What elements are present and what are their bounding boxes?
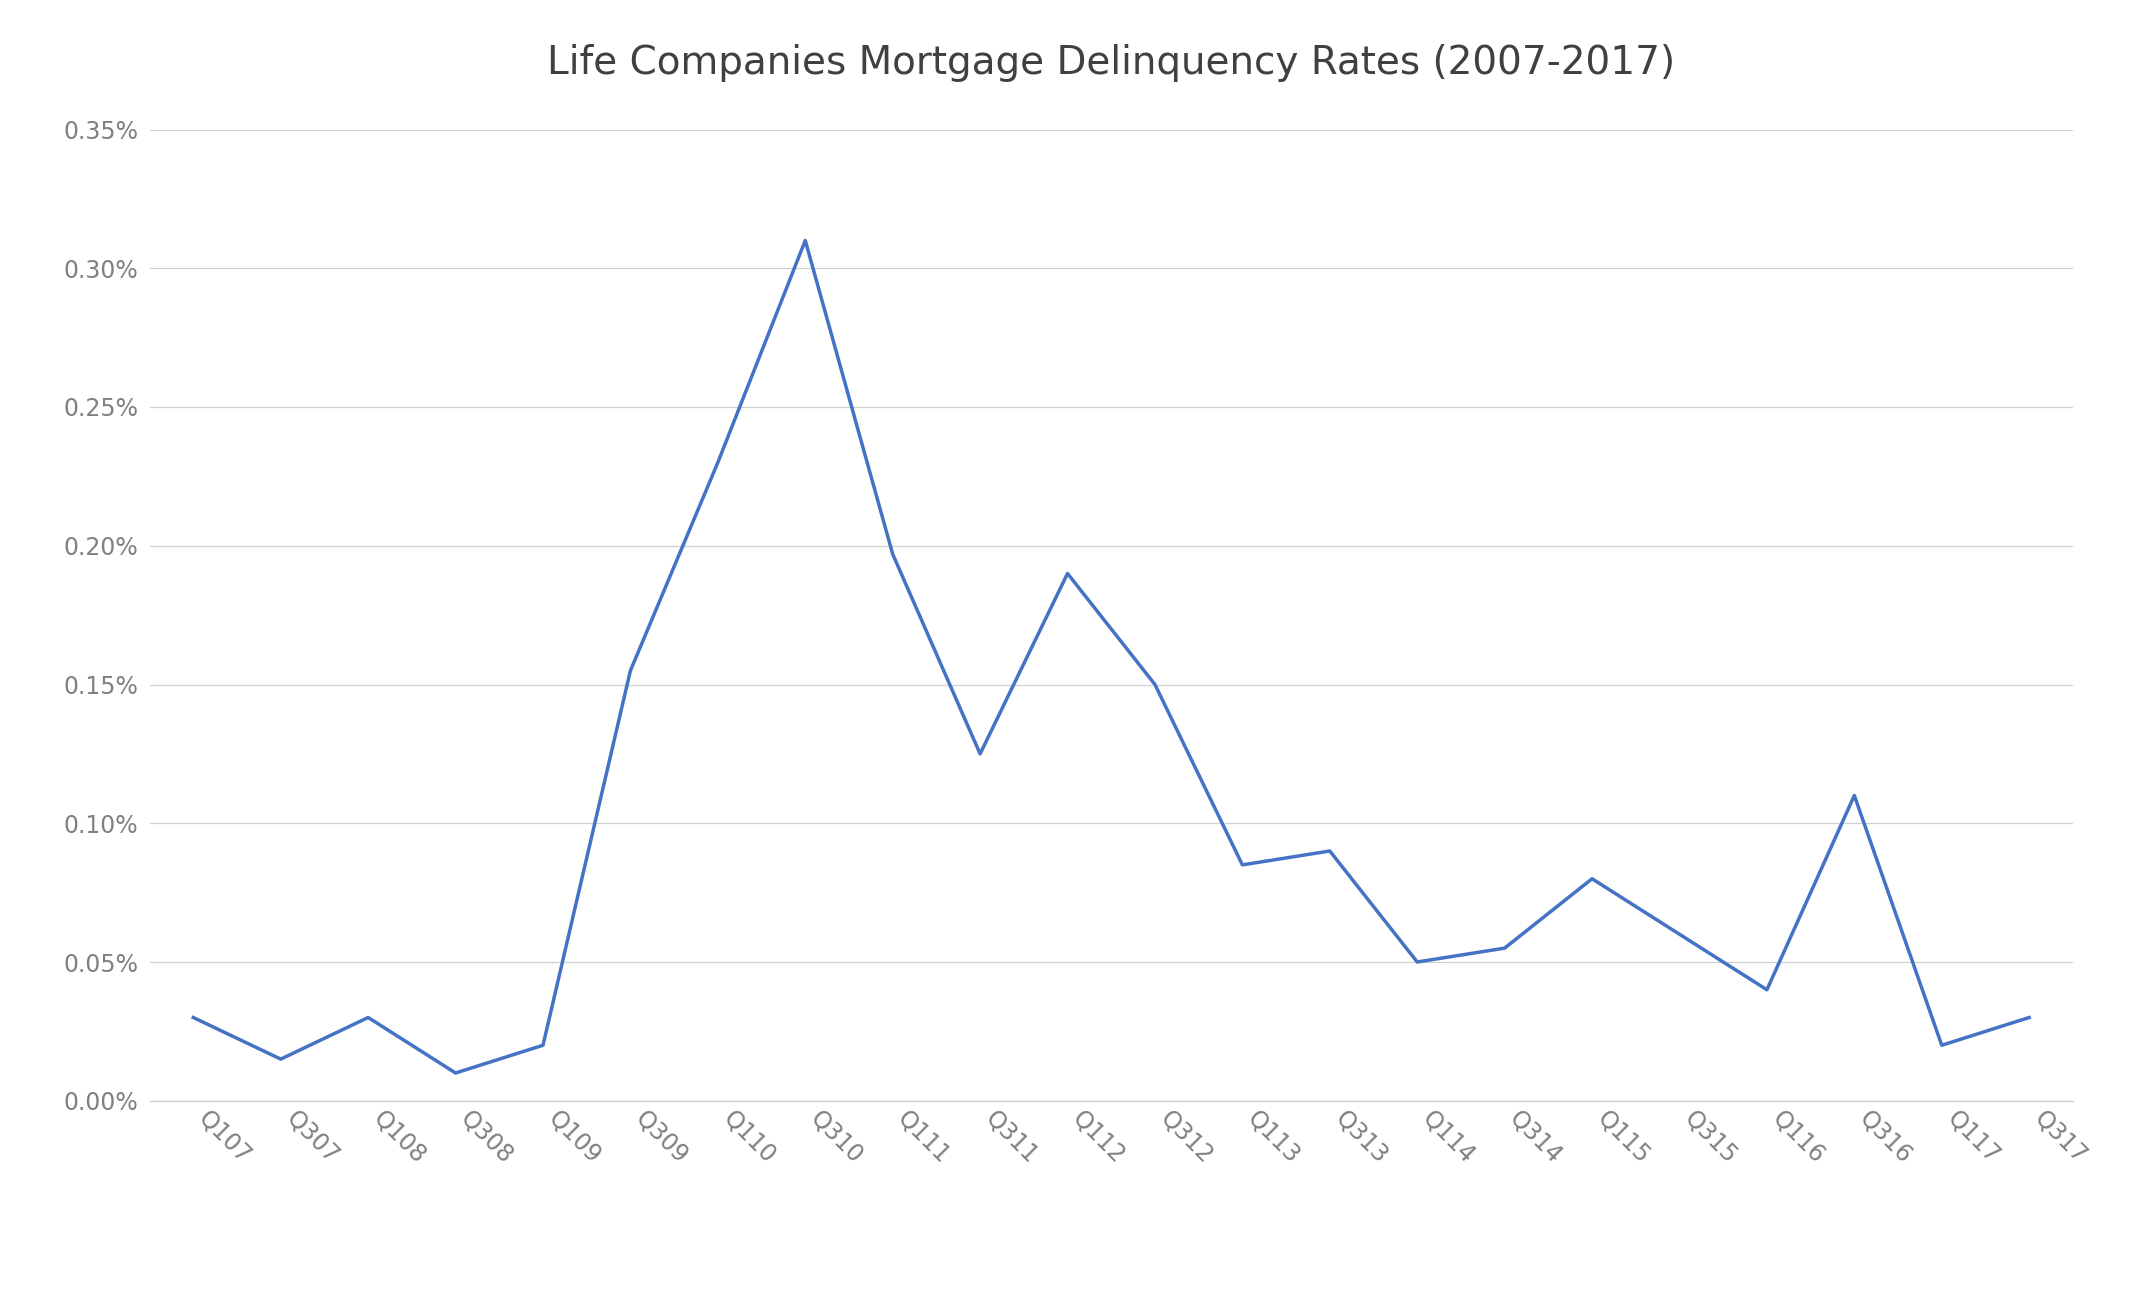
Title: Life Companies Mortgage Delinquency Rates (2007-2017): Life Companies Mortgage Delinquency Rate… bbox=[547, 44, 1675, 82]
